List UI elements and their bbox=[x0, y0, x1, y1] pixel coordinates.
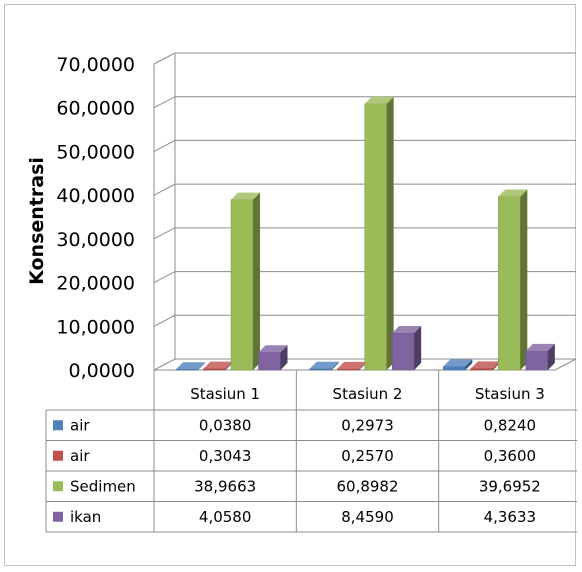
bar-top bbox=[443, 359, 473, 367]
table-cell: 0,2973 bbox=[341, 416, 394, 434]
y-tick-label: 20,0000 bbox=[56, 273, 135, 295]
table-cell: 4,0580 bbox=[199, 508, 252, 526]
bar-side bbox=[386, 96, 394, 370]
bar-top bbox=[337, 361, 367, 369]
gridline bbox=[153, 52, 576, 65]
bar bbox=[498, 189, 528, 371]
y-tick-label: 40,0000 bbox=[56, 185, 135, 207]
y-tick-label: 0,0000 bbox=[69, 360, 135, 382]
bar bbox=[443, 359, 473, 371]
y-tick-label: 10,0000 bbox=[56, 316, 135, 338]
bar bbox=[391, 326, 422, 371]
y-tick-label: 70,0000 bbox=[56, 54, 135, 76]
y-axis-ticks: 0,0000 10,0000 20,0000 30,0000 40,0000 50,000… bbox=[56, 54, 135, 382]
table-cell: 60,8982 bbox=[336, 477, 398, 495]
bar-side bbox=[198, 362, 205, 370]
bar bbox=[230, 192, 260, 371]
bar-front bbox=[525, 350, 549, 371]
bar-side bbox=[465, 359, 473, 370]
legend-label: Sedimen bbox=[70, 477, 136, 495]
bar-side bbox=[547, 343, 555, 370]
bar-front bbox=[230, 199, 254, 371]
y-axis-label: Konsentrasi bbox=[26, 157, 48, 285]
bar-front bbox=[443, 366, 466, 371]
legend-label: ikan bbox=[70, 508, 101, 526]
bar-front bbox=[391, 332, 415, 371]
table-cell: 0,3043 bbox=[199, 447, 252, 465]
bar bbox=[175, 362, 205, 371]
chart: 0,0000 10,0000 20,0000 30,0000 40,0000 50,000… bbox=[26, 52, 577, 533]
bar-side bbox=[331, 361, 339, 370]
bar bbox=[309, 361, 339, 371]
bar-front bbox=[258, 352, 281, 371]
bar-top bbox=[392, 326, 422, 334]
bar bbox=[203, 361, 233, 371]
gridline bbox=[153, 183, 576, 196]
table-cell: 39,6952 bbox=[479, 477, 541, 495]
table-cell: 0,8240 bbox=[484, 416, 537, 434]
table-cell: 8,4590 bbox=[341, 508, 394, 526]
bar-top bbox=[470, 361, 500, 369]
bar-top bbox=[525, 343, 555, 351]
legend-swatch bbox=[53, 481, 63, 492]
bar-front bbox=[175, 368, 199, 371]
legend-label: air bbox=[70, 416, 90, 434]
bar-front bbox=[336, 368, 360, 371]
gridline bbox=[153, 358, 576, 371]
gridline bbox=[153, 139, 576, 152]
bar-top bbox=[231, 192, 260, 200]
legend-label: air bbox=[70, 447, 90, 465]
legend-swatch bbox=[53, 420, 63, 431]
gridline bbox=[153, 271, 576, 284]
gridline bbox=[153, 227, 576, 240]
bars bbox=[175, 96, 555, 371]
gridline bbox=[153, 314, 576, 327]
bar bbox=[470, 361, 500, 371]
bar-side bbox=[253, 192, 260, 370]
bar-side bbox=[280, 345, 288, 370]
bar-side bbox=[520, 189, 528, 370]
chart-frame: 0,0000 10,0000 20,0000 30,0000 40,0000 50,000… bbox=[4, 4, 577, 566]
bar-top bbox=[309, 361, 339, 369]
y-tick-label: 50,0000 bbox=[56, 141, 135, 163]
bar bbox=[525, 343, 555, 371]
y-tick-label: 60,0000 bbox=[56, 98, 135, 120]
legend-swatch bbox=[53, 450, 63, 461]
category-label: Stasiun 3 bbox=[475, 385, 545, 403]
gridline bbox=[153, 96, 576, 109]
bar bbox=[258, 345, 288, 371]
bar-top bbox=[258, 345, 288, 353]
bar bbox=[364, 96, 394, 371]
bar-top bbox=[176, 362, 205, 370]
bar-side bbox=[414, 326, 422, 370]
gridlines bbox=[153, 52, 576, 371]
table-cell: 38,9663 bbox=[194, 477, 256, 495]
data-table: Stasiun 1 Stasiun 2 Stasiun 3 air 0,0380 0,29… bbox=[45, 370, 577, 533]
table-cell: 0,0380 bbox=[199, 416, 252, 434]
table-cell: 4,3633 bbox=[484, 508, 537, 526]
bar-front bbox=[364, 103, 387, 371]
bar-top bbox=[203, 361, 233, 369]
table-cell: 0,2570 bbox=[341, 447, 394, 465]
y-tick-label: 30,0000 bbox=[56, 229, 135, 251]
bar-top bbox=[498, 189, 528, 197]
bar-front bbox=[309, 368, 332, 371]
bar-front bbox=[203, 368, 226, 371]
table-cell: 0,3600 bbox=[484, 447, 537, 465]
bar bbox=[336, 361, 367, 371]
bar-front bbox=[498, 196, 521, 371]
category-label: Stasiun 1 bbox=[190, 385, 260, 403]
legend-swatch bbox=[53, 511, 63, 522]
category-label: Stasiun 2 bbox=[333, 385, 403, 403]
bar-top bbox=[364, 96, 394, 104]
bar-front bbox=[470, 368, 494, 371]
